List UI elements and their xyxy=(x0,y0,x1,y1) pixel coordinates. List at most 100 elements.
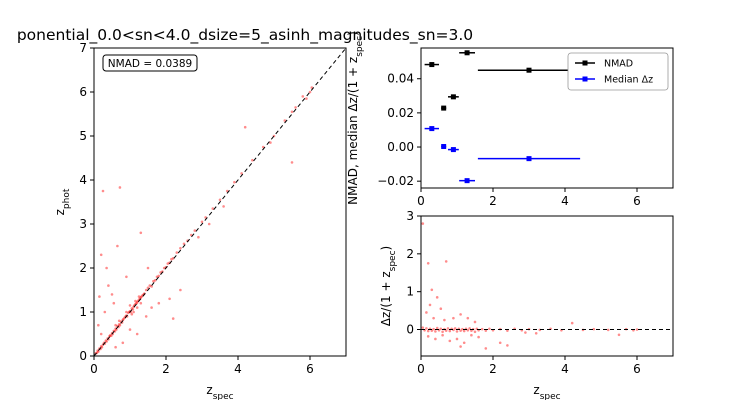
residual-point xyxy=(570,321,574,325)
plot-frame xyxy=(93,47,347,357)
figure-title: ponential_0.0<sn<4.0_dsize=5_asinh_magni… xyxy=(17,26,473,45)
residual-point xyxy=(441,330,444,334)
residual-point xyxy=(426,329,430,333)
x-tick-label: 2 xyxy=(489,362,497,376)
scatter-point xyxy=(114,323,117,327)
residual-point xyxy=(453,327,457,330)
errorbar-marker xyxy=(464,50,470,56)
residual-point xyxy=(462,329,466,333)
errorbar-panel-nmad-median: 0 2 4 6 −0.02 0.00 0.02 0.04 NMAD Median Δz NMAD, … xyxy=(346,31,674,208)
scatter-point xyxy=(135,301,138,305)
scatter-point xyxy=(207,222,211,226)
residual-point xyxy=(435,296,439,299)
legend-label: Median Δz xyxy=(604,75,653,86)
residual-point xyxy=(635,328,639,331)
residual-point xyxy=(428,303,432,307)
residual-point xyxy=(435,326,439,330)
scatter-point xyxy=(118,186,122,189)
scatter-point xyxy=(99,332,103,336)
errorbar-marker xyxy=(450,94,456,100)
residual-point xyxy=(488,327,491,331)
x-tick-label: 6 xyxy=(633,362,641,376)
scatter-point xyxy=(150,306,153,309)
residual-point xyxy=(459,345,462,348)
y-tick-label: 0.00 xyxy=(387,140,414,154)
errorbar-marker xyxy=(526,67,532,73)
scatter-point xyxy=(290,110,294,114)
scatter-point xyxy=(99,253,103,257)
y-tick-label: 5 xyxy=(79,129,87,143)
scatter-point xyxy=(117,323,121,326)
errorbar-marker xyxy=(450,147,456,153)
scatter-point xyxy=(139,296,143,299)
nmad-annotation-box xyxy=(102,54,198,72)
plot-frame xyxy=(420,47,674,189)
scatter-point xyxy=(135,332,139,336)
scatter-point xyxy=(168,297,171,301)
residual-point xyxy=(498,341,502,345)
y-axis-label: zphot xyxy=(53,188,72,215)
x-tick-label: 4 xyxy=(561,362,569,376)
residual-point xyxy=(473,330,477,334)
scatter-point xyxy=(171,317,175,320)
x-tick-label: 0 xyxy=(90,362,98,376)
scatter-point xyxy=(125,275,128,279)
scatter-point xyxy=(218,198,222,202)
residual-point xyxy=(439,327,443,331)
scatter-point xyxy=(308,90,312,94)
scatter-point xyxy=(166,262,170,265)
residual-point xyxy=(617,333,621,337)
errorbar-marker xyxy=(429,62,435,68)
scatter-point xyxy=(115,328,118,331)
scatter-point xyxy=(130,307,134,310)
scatter-point xyxy=(134,299,137,303)
scatter-point xyxy=(105,340,108,343)
residual-point xyxy=(421,222,425,225)
residual-point xyxy=(473,320,477,324)
y-tick-label: 4 xyxy=(79,173,87,187)
scatter-point xyxy=(175,251,179,254)
x-tick-label: 0 xyxy=(417,194,425,208)
scatter-point xyxy=(140,295,143,298)
legend-marker xyxy=(582,60,588,66)
residual-point xyxy=(444,260,448,263)
x-axis-label: zspec xyxy=(206,383,233,400)
scatter-point xyxy=(294,106,297,109)
scatter-point xyxy=(139,301,143,305)
nmad-annotation: NMAD = 0.0389 xyxy=(108,58,192,70)
y-tick-label: 3 xyxy=(79,217,87,231)
scatter-point xyxy=(103,310,107,314)
scatter-point xyxy=(152,279,155,283)
scatter-point xyxy=(126,311,130,315)
scatter-point xyxy=(139,231,143,235)
x-tick-label: 0 xyxy=(417,362,425,376)
y-tick-label: −0.02 xyxy=(377,174,414,188)
scatter-point xyxy=(148,284,152,287)
x-tick-label: 2 xyxy=(489,194,497,208)
scatter-point xyxy=(101,189,105,193)
scatter-point xyxy=(97,350,100,353)
y-tick-label: 0 xyxy=(79,349,87,363)
residual-point xyxy=(462,341,466,345)
scatter-point xyxy=(121,318,125,322)
y-tick-label: 7 xyxy=(79,41,87,55)
y-tick-label: 2 xyxy=(406,247,414,261)
scatter-point xyxy=(108,334,112,337)
scatter-point xyxy=(179,246,182,250)
residual-point xyxy=(506,344,509,347)
residual-point xyxy=(477,335,480,339)
scatter-point xyxy=(130,312,134,316)
scatter-point xyxy=(104,339,108,342)
x-tick-label: 4 xyxy=(561,194,569,208)
errorbar-marker xyxy=(526,156,532,162)
y-tick-label: 0 xyxy=(406,323,414,337)
residual-point xyxy=(459,313,462,316)
residual-point xyxy=(425,327,428,330)
residual-point xyxy=(426,261,430,265)
scatter-point xyxy=(121,341,125,345)
plot-frame xyxy=(420,215,674,357)
residual-point xyxy=(432,327,435,331)
scatter-point xyxy=(233,180,236,184)
scatter-point xyxy=(301,95,305,98)
scatter-point xyxy=(118,323,122,327)
